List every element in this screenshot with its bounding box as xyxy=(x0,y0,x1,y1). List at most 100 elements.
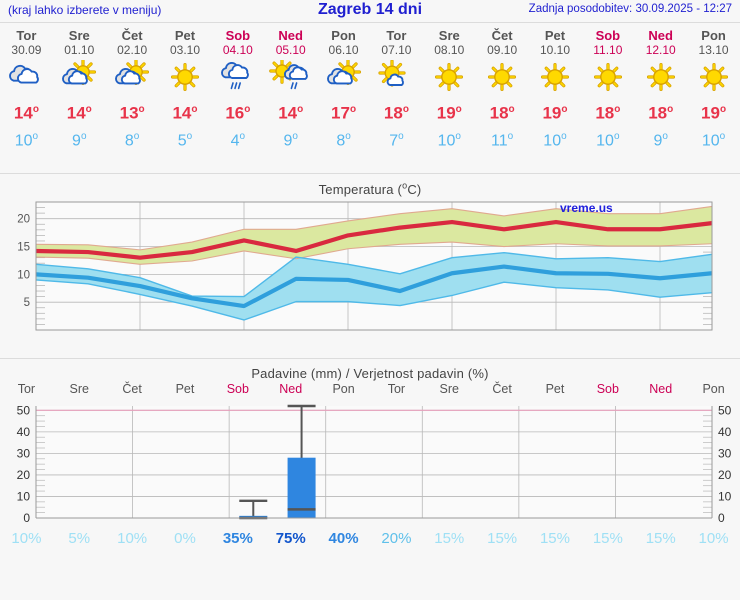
precip-day-label-3: Pet xyxy=(175,382,195,397)
header-divider xyxy=(0,22,740,23)
svg-text:10: 10 xyxy=(17,270,30,282)
svg-text:20: 20 xyxy=(17,468,31,482)
day-date: 02.10 xyxy=(117,43,148,57)
day-date: 06.10 xyxy=(328,43,359,57)
precipitation-day-labels: Tor Sre Čet Pet Sob Ned Pon Tor Sre Čet Pet Sob Ned P… xyxy=(0,381,740,400)
temp-max: 17o xyxy=(331,103,357,123)
precipitation-chart-title-text: Padavine (mm) / Verjetnost padavin (%) xyxy=(251,366,489,382)
day-column-10[interactable]: Pet 10.10 19o 10o xyxy=(529,23,582,150)
day-column-3[interactable]: Pet 03.10 14o 5o xyxy=(159,23,212,150)
svg-text:30: 30 xyxy=(718,447,732,461)
day-name: Pet xyxy=(174,28,196,43)
precip-probability-6: 40% xyxy=(328,530,359,548)
day-column-4[interactable]: Sob 04.10 16o 4o xyxy=(211,23,264,150)
day-column-5[interactable]: Ned 05.10 14o 9o xyxy=(264,23,317,150)
day-column-2[interactable]: Čet 02.10 13o 8o xyxy=(106,23,159,150)
precipitation-svg: 0 0 10 10 20 20 30 30 40 40 50 50 xyxy=(17,404,732,526)
day-column-11[interactable]: Sob 11.10 18o 10o xyxy=(581,23,634,150)
day-date: 03.10 xyxy=(169,43,200,57)
partly-sunny-icon xyxy=(53,60,106,98)
temp-chart-divider xyxy=(0,358,740,360)
sunny-cloud-icon xyxy=(370,60,423,98)
day-name: Pet xyxy=(544,28,566,43)
sunny-icon xyxy=(159,60,212,98)
svg-text:20: 20 xyxy=(718,468,732,482)
day-name: Čet xyxy=(491,28,513,43)
partly-sunny-icon xyxy=(106,60,159,98)
precip-day-label-5: Ned xyxy=(279,382,303,397)
forecast-day-strip: Tor 30.09 14o 10o Sre 01.10 14o 9o Čet 02.10 13… xyxy=(0,23,740,173)
day-name: Sob xyxy=(225,28,251,43)
day-name: Ned xyxy=(278,28,303,43)
precip-day-label-7: Tor xyxy=(387,382,406,397)
precip-probability-0: 10% xyxy=(11,530,42,548)
temp-max: 16o xyxy=(225,103,251,123)
day-date: 12.10 xyxy=(645,43,676,57)
precip-probability-4: 35% xyxy=(222,530,253,548)
day-date: 13.10 xyxy=(698,43,729,57)
day-column-12[interactable]: Ned 12.10 18o 9o xyxy=(634,23,687,150)
temp-max: 14o xyxy=(172,103,198,123)
temperature-chart-title: Temperatura (oC) xyxy=(0,174,740,197)
day-column-6[interactable]: Pon 06.10 17o 8o xyxy=(317,23,370,150)
temp-min: 10o xyxy=(596,130,620,149)
temp-max: 18o xyxy=(595,103,621,123)
day-column-7[interactable]: Tor 07.10 18o 7o xyxy=(370,23,423,150)
sunny-icon xyxy=(687,60,740,98)
strip-divider xyxy=(0,173,740,174)
temp-max: 18o xyxy=(489,103,515,123)
precip-day-label-2: Čet xyxy=(122,382,142,397)
precip-day-label-11: Sob xyxy=(596,382,619,397)
precip-day-label-1: Sre xyxy=(69,382,89,397)
day-name: Pon xyxy=(701,28,726,43)
precip-day-label-12: Ned xyxy=(649,382,673,397)
day-column-13[interactable]: Pon 13.10 19o 10o xyxy=(687,23,740,150)
day-column-9[interactable]: Čet 09.10 18o 11o xyxy=(476,23,529,150)
day-date: 10.10 xyxy=(539,43,570,57)
temp-max: 19o xyxy=(701,103,727,123)
svg-text:20: 20 xyxy=(17,214,30,226)
precip-probability-12: 15% xyxy=(645,530,676,548)
temp-max: 14o xyxy=(278,103,304,123)
day-date: 07.10 xyxy=(381,43,412,57)
precip-probability-3: 0% xyxy=(174,530,196,548)
temp-min: 10o xyxy=(437,130,461,149)
day-name: Ned xyxy=(648,28,673,43)
svg-text:50: 50 xyxy=(17,404,31,418)
temp-max: 14o xyxy=(13,103,39,123)
day-name: Tor xyxy=(386,28,407,43)
temp-max: 19o xyxy=(542,103,568,123)
svg-text:15: 15 xyxy=(17,242,30,254)
day-column-1[interactable]: Sre 01.10 14o 9o xyxy=(53,23,106,150)
svg-text:10: 10 xyxy=(17,490,31,504)
sunny-icon xyxy=(581,60,634,98)
day-column-0[interactable]: Tor 30.09 14o 10o xyxy=(0,23,53,150)
day-name: Sre xyxy=(438,28,460,43)
svg-text:30: 30 xyxy=(17,447,31,461)
precip-day-label-10: Pet xyxy=(545,382,565,397)
precip-probability-13: 10% xyxy=(698,530,729,548)
temp-min: 11o xyxy=(491,130,514,149)
temp-min: 9o xyxy=(283,130,298,149)
svg-text:40: 40 xyxy=(17,425,31,439)
temp-min: 10o xyxy=(543,130,567,149)
temp-max: 14o xyxy=(66,103,92,123)
last-updated: Zadnja posodobitev: 30.09.2025 - 12:27 xyxy=(528,3,732,15)
precip-day-label-6: Pon xyxy=(332,382,355,397)
temp-min: 5o xyxy=(177,130,193,149)
svg-text:10: 10 xyxy=(718,490,732,504)
temperature-chart: Temperatura (oC) 5 10 15 20 vreme.us xyxy=(0,174,740,353)
temp-min: 10o xyxy=(701,130,726,149)
temperature-svg: 5 10 15 20 xyxy=(17,201,713,331)
temperature-plot: 5 10 15 20 vreme.us xyxy=(0,197,740,352)
day-column-8[interactable]: Sre 08.10 19o 10o xyxy=(423,23,476,150)
temp-min: 8o xyxy=(336,130,351,149)
day-name: Sob xyxy=(595,28,621,43)
precip-probability-9: 15% xyxy=(487,530,518,548)
precip-probability-5: 75% xyxy=(275,530,306,548)
svg-text:0: 0 xyxy=(718,511,725,525)
sunny-icon xyxy=(476,60,529,98)
day-date: 30.09 xyxy=(11,43,42,57)
day-date: 01.10 xyxy=(64,43,95,57)
header-bar: (kraj lahko izberete v meniju) Zagreb 14… xyxy=(0,0,740,22)
